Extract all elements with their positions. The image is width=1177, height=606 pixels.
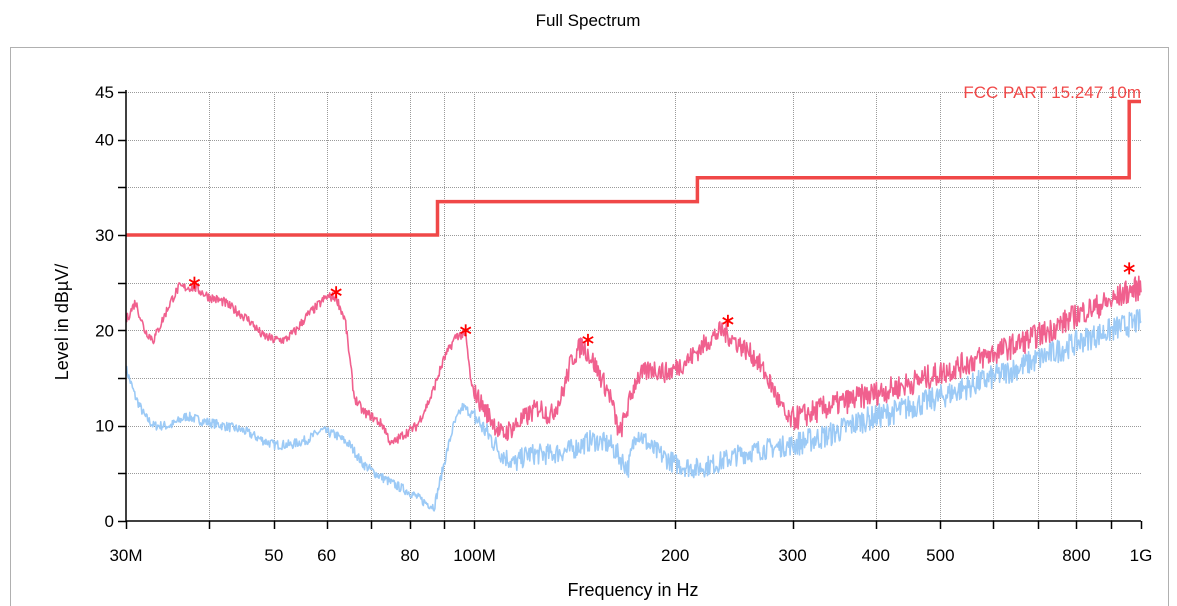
limit-line (126, 99, 1141, 237)
y-tick-label: 40 (95, 131, 114, 150)
x-tick-label: 30M (109, 546, 142, 565)
x-tick-label: 60 (317, 546, 336, 565)
x-tick-label: 800 (1062, 546, 1090, 565)
peak-marker (1123, 262, 1135, 275)
peak-marker (330, 286, 342, 299)
chart-frame (10, 47, 1169, 606)
x-tick-label: 400 (862, 546, 890, 565)
x-tick-label: 200 (661, 546, 689, 565)
peak-marker (188, 276, 201, 289)
x-tick-label: 100M (453, 546, 496, 565)
series-line-1 (125, 308, 1142, 512)
x-axis-title: Frequency in Hz (567, 580, 698, 600)
axes (118, 90, 1143, 529)
y-axis-title: Level in dBµV/ (52, 264, 72, 380)
x-tick-label: 80 (400, 546, 419, 565)
chart-title: Full Spectrum (536, 11, 641, 30)
series-line-0 (125, 275, 1142, 446)
series-group (125, 275, 1142, 512)
y-tick-label: 20 (95, 321, 114, 340)
y-tick-label: 10 (95, 417, 114, 436)
y-tick-label: 0 (105, 512, 114, 531)
peak-marker (722, 314, 734, 327)
grid (126, 92, 1141, 521)
x-tick-label: 500 (926, 546, 954, 565)
peak-marker (460, 324, 472, 337)
y-tick-label: 30 (95, 226, 114, 245)
x-tick-label: 300 (778, 546, 806, 565)
x-tick-label: 1G (1130, 546, 1153, 565)
limit-line-label: FCC PART 15.247 10m (963, 83, 1141, 102)
y-tick-label: 45 (95, 83, 114, 102)
marker-group (188, 262, 1135, 346)
x-tick-label: 50 (264, 546, 283, 565)
limit-line-group (126, 99, 1141, 237)
tick-labels: 30M 50 60 80 100M 200 300 400 500 800 1G 0 10 20 30 40 4… (95, 83, 1152, 565)
peak-marker (582, 333, 594, 346)
